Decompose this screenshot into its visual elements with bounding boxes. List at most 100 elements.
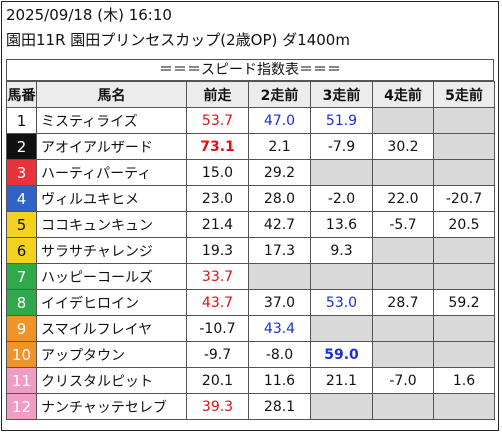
horse-name: ハーティパーティ: [36, 159, 187, 186]
speed-index-value: 29.2: [248, 159, 311, 186]
empty-cell: [372, 263, 434, 290]
col-header-horse: 馬名: [36, 81, 187, 108]
horse-name: イイデヒロイン: [36, 289, 187, 316]
horse-name: スマイルフレイヤ: [36, 315, 187, 342]
col-header-race-1: 前走: [186, 81, 249, 108]
header-row: 馬番 馬名 前走 2走前 3走前 4走前 5走前: [6, 81, 495, 108]
horse-name: アオイアルザード: [36, 133, 187, 160]
speed-index-value: 43.4: [248, 315, 311, 342]
speed-index-value: 73.1: [186, 133, 249, 160]
empty-cell: [372, 393, 434, 420]
empty-cell: [372, 159, 434, 186]
speed-index-value: 42.7: [248, 211, 311, 238]
speed-index-value: 28.1: [248, 393, 311, 420]
col-header-race-4: 4走前: [372, 81, 434, 108]
speed-index-value: 39.3: [186, 393, 249, 420]
speed-index-value: 1.6: [433, 367, 495, 394]
speed-index-value: 15.0: [186, 159, 249, 186]
speed-index-value: 21.1: [310, 367, 373, 394]
speed-index-value: 22.0: [372, 185, 434, 212]
speed-index-value: 47.0: [248, 107, 311, 134]
speed-index-value: -7.0: [372, 367, 434, 394]
empty-cell: [372, 107, 434, 134]
speed-index-value: 59.2: [433, 289, 495, 316]
horse-number: 10: [6, 341, 37, 368]
speed-index-value: 28.7: [372, 289, 434, 316]
horse-name: ココキュンキュン: [36, 211, 187, 238]
table-row: 1 ミスティライズ 53.7 47.0 51.9: [6, 107, 495, 134]
table-row: 5 ココキュンキュン 21.4 42.7 13.6 -5.7 20.5: [6, 211, 495, 238]
empty-cell: [372, 315, 434, 342]
horse-number: 3: [6, 159, 37, 186]
speed-index-value: 23.0: [186, 185, 249, 212]
speed-index-value: 19.3: [186, 237, 249, 264]
speed-index-value: 20.5: [433, 211, 495, 238]
table-row: 9 スマイルフレイヤ -10.7 43.4: [6, 315, 495, 342]
empty-cell: [433, 393, 495, 420]
empty-cell: [433, 107, 495, 134]
speed-index-value: 51.9: [310, 107, 373, 134]
horse-number: 1: [6, 107, 37, 134]
speed-index-value: 33.7: [186, 263, 249, 290]
horse-name: アップタウン: [36, 341, 187, 368]
empty-cell: [310, 315, 373, 342]
empty-cell: [433, 315, 495, 342]
horse-number: 12: [6, 393, 37, 420]
horse-number: 2: [6, 133, 37, 160]
speed-index-value: -2.0: [310, 185, 373, 212]
speed-index-value: 21.4: [186, 211, 249, 238]
col-header-number: 馬番: [6, 81, 37, 108]
empty-cell: [433, 341, 495, 368]
horse-name: クリスタルピット: [36, 367, 187, 394]
horse-name: サラサチャレンジ: [36, 237, 187, 264]
empty-cell: [433, 237, 495, 264]
col-header-race-5: 5走前: [433, 81, 495, 108]
table-row: 8 イイデヒロイン 43.7 37.0 53.0 28.7 59.2: [6, 289, 495, 316]
table-row: 3 ハーティパーティ 15.0 29.2: [6, 159, 495, 186]
speed-index-value: -10.7: [186, 315, 249, 342]
horse-number: 5: [6, 211, 37, 238]
table-row: 2 アオイアルザード 73.1 2.1 -7.9 30.2: [6, 133, 495, 160]
table-row: 11 クリスタルピット 20.1 11.6 21.1 -7.0 1.6: [6, 367, 495, 394]
speed-index-value: 11.6: [248, 367, 311, 394]
horse-name: ハッピーコールズ: [36, 263, 187, 290]
empty-cell: [310, 393, 373, 420]
speed-index-value: -8.0: [248, 341, 311, 368]
horse-number: 9: [6, 315, 37, 342]
speed-index-value: 20.1: [186, 367, 249, 394]
horse-number: 11: [6, 367, 37, 394]
speed-index-value: 30.2: [372, 133, 434, 160]
horse-number: 4: [6, 185, 37, 212]
speed-index-value: -20.7: [433, 185, 495, 212]
col-header-race-2: 2走前: [248, 81, 311, 108]
empty-cell: [433, 133, 495, 160]
empty-cell: [310, 159, 373, 186]
horse-number: 8: [6, 289, 37, 316]
table-row: 12 ナンチャッテセレブ 39.3 28.1: [6, 393, 495, 420]
table-row: 6 サラサチャレンジ 19.3 17.3 9.3: [6, 237, 495, 264]
speed-index-value: -7.9: [310, 133, 373, 160]
table-row: 7 ハッピーコールズ 33.7: [6, 263, 495, 290]
speed-index-value: -9.7: [186, 341, 249, 368]
empty-cell: [310, 263, 373, 290]
speed-index-value: 2.1: [248, 133, 311, 160]
col-header-race-3: 3走前: [310, 81, 373, 108]
horse-name: ナンチャッテセレブ: [36, 393, 187, 420]
empty-cell: [433, 263, 495, 290]
speed-index-value: 53.7: [186, 107, 249, 134]
empty-cell: [372, 341, 434, 368]
empty-cell: [248, 263, 311, 290]
speed-index-value: 13.6: [310, 211, 373, 238]
empty-cell: [433, 159, 495, 186]
table-banner: ＝＝＝スピード指数表＝＝＝: [6, 59, 494, 81]
speed-index-value: 43.7: [186, 289, 249, 316]
speed-index-value: -5.7: [372, 211, 434, 238]
horse-name: ヴィルユキヒメ: [36, 185, 187, 212]
table-row: 10 アップタウン -9.7 -8.0 59.0: [6, 341, 495, 368]
horse-number: 7: [6, 263, 37, 290]
speed-index-value: 28.0: [248, 185, 311, 212]
race-title: 園田11R 園田プリンセスカップ(2歳OP) ダ1400m: [6, 31, 350, 49]
table-row: 4 ヴィルユキヒメ 23.0 28.0 -2.0 22.0 -20.7: [6, 185, 495, 212]
speed-index-value: 59.0: [310, 341, 373, 368]
